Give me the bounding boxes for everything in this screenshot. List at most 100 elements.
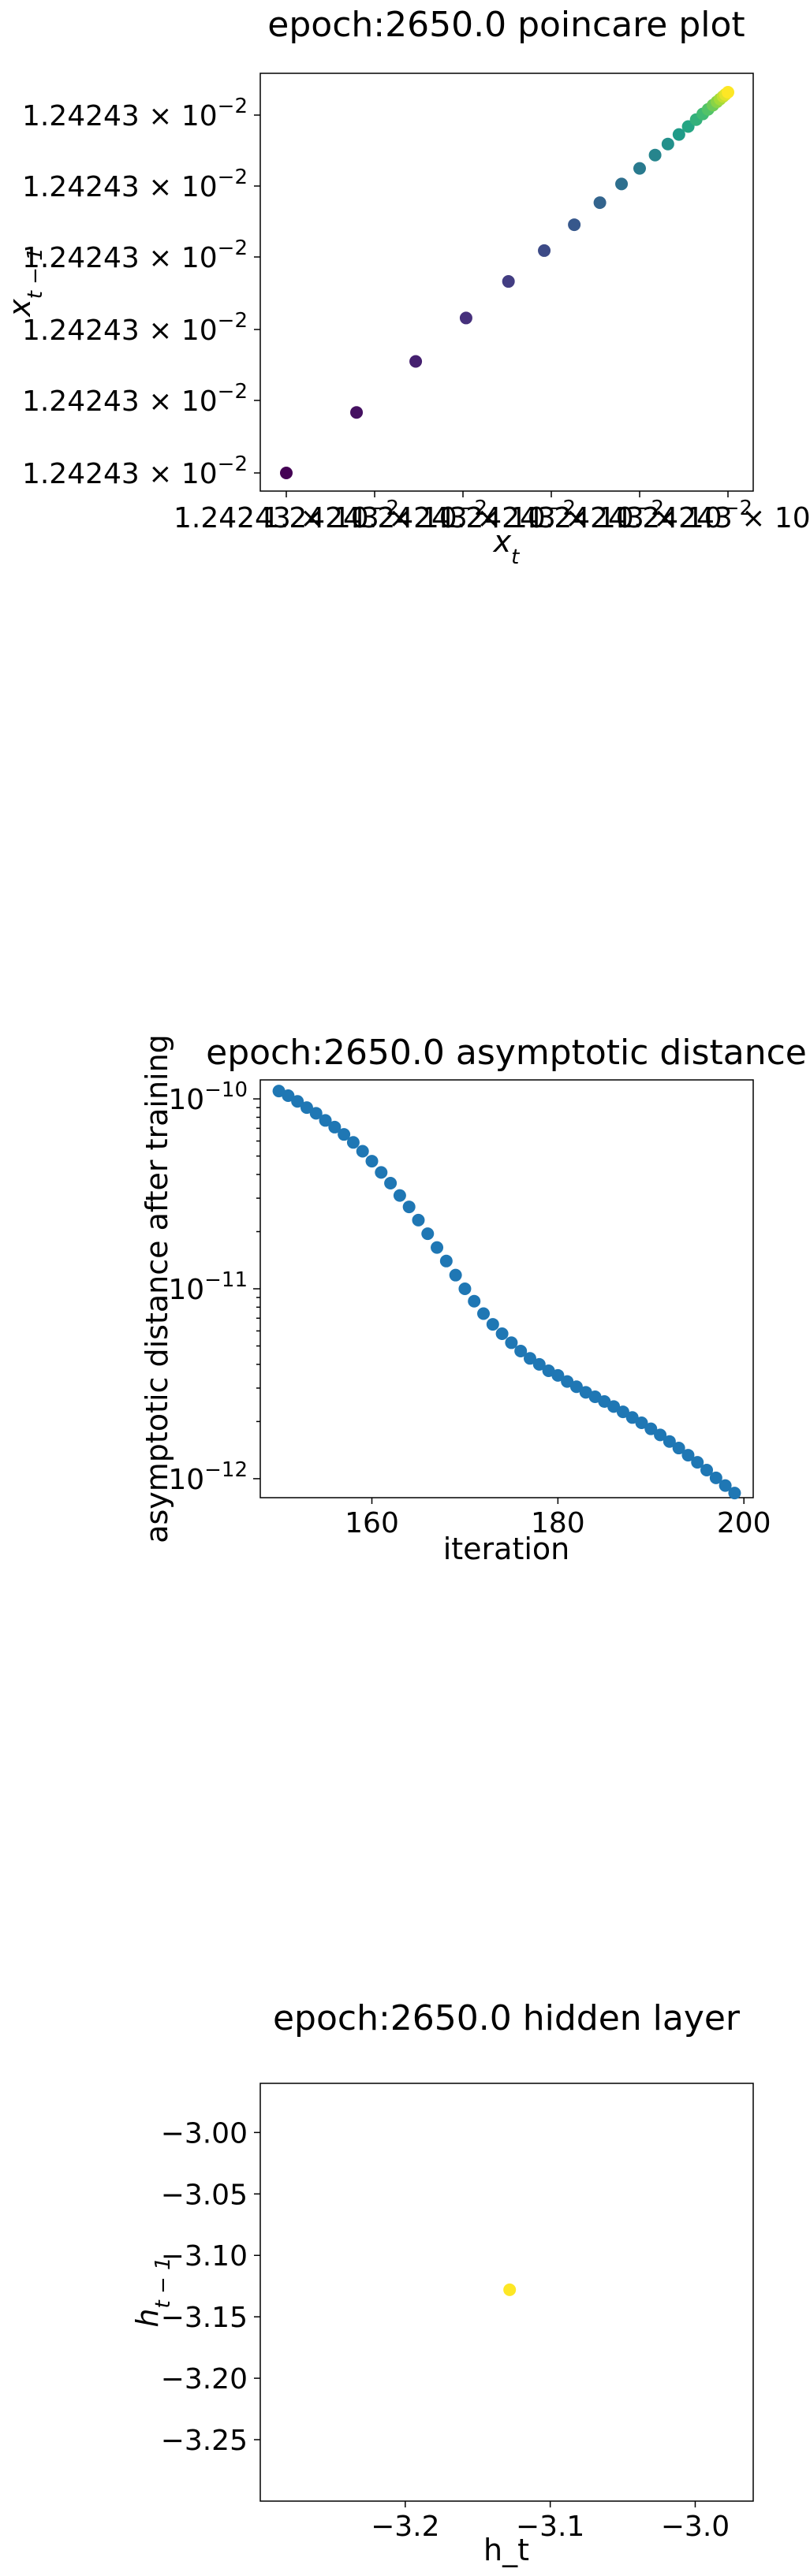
x-tick-label: 1.24243 × 10−2 bbox=[174, 497, 399, 534]
data-point bbox=[709, 1471, 722, 1484]
y-tick-label: −3.25 bbox=[161, 2425, 248, 2457]
y-axis: −3.00 −3.05 −3.10 −3.15 −3.20 −3.25 bbox=[161, 2117, 260, 2457]
data-point bbox=[300, 1101, 313, 1115]
data-point bbox=[280, 467, 293, 479]
data-point bbox=[282, 1089, 295, 1102]
data-point bbox=[593, 196, 607, 210]
y-tick-label: 1.24243 × 10−2 bbox=[22, 236, 248, 274]
data-points bbox=[503, 2283, 517, 2296]
data-point bbox=[538, 244, 551, 257]
y-axis: 10−10 10−11 10−12 bbox=[168, 1078, 260, 1496]
data-point bbox=[503, 2283, 517, 2296]
data-point bbox=[644, 1422, 658, 1435]
y-tick-label: −3.10 bbox=[161, 2240, 248, 2273]
data-point bbox=[700, 1463, 714, 1476]
data-point bbox=[568, 218, 581, 232]
data-point bbox=[412, 1213, 425, 1227]
y-tick-label: 1.24243 × 10−2 bbox=[22, 166, 248, 203]
data-point bbox=[421, 1227, 435, 1241]
data-point bbox=[551, 1368, 565, 1382]
data-point bbox=[691, 1456, 704, 1469]
y-tick-label: 1.24243 × 10−2 bbox=[22, 309, 248, 347]
data-point bbox=[384, 1176, 398, 1189]
data-point bbox=[505, 1336, 518, 1349]
data-point bbox=[449, 1268, 462, 1282]
data-point bbox=[514, 1344, 528, 1357]
data-point bbox=[402, 1201, 416, 1214]
x-tick-label: −3.0 bbox=[661, 2511, 730, 2543]
y-axis-label: xt − 1 bbox=[2, 248, 47, 318]
y-tick-label: 1.24243 × 10−2 bbox=[22, 95, 248, 132]
data-point bbox=[393, 1189, 406, 1202]
x-axis-label: iteration bbox=[443, 1532, 570, 1566]
data-point bbox=[722, 86, 734, 99]
y-tick-label: 1.24243 × 10−2 bbox=[22, 452, 248, 490]
data-point bbox=[309, 1107, 323, 1120]
y-tick-label: 1.24243 × 10−2 bbox=[22, 380, 248, 418]
y-tick-label: 10−11 bbox=[168, 1268, 248, 1306]
x-tick-label: 1.24243 × 10−2 bbox=[350, 497, 576, 534]
data-point bbox=[598, 1394, 611, 1408]
y-tick-label: −3.15 bbox=[161, 2302, 248, 2334]
x-tick-label: 200 bbox=[717, 1507, 771, 1539]
data-point bbox=[272, 1085, 286, 1098]
plot-frame bbox=[259, 73, 754, 492]
data-point bbox=[458, 1282, 472, 1295]
data-point bbox=[625, 1411, 639, 1424]
data-point bbox=[375, 1166, 388, 1179]
chart-title: epoch:2650.0 asymptotic distance bbox=[206, 1033, 807, 1073]
data-point bbox=[661, 137, 674, 151]
data-point bbox=[588, 1390, 602, 1403]
chart-title: epoch:2650.0 poincare plot bbox=[267, 5, 745, 45]
data-point bbox=[365, 1155, 379, 1168]
chart-title: epoch:2650.0 hidden layer bbox=[273, 1998, 741, 2038]
data-point bbox=[431, 1241, 444, 1254]
data-point bbox=[672, 1442, 685, 1455]
data-point bbox=[648, 148, 662, 162]
x-axis-label: h_t bbox=[483, 2533, 529, 2567]
data-points bbox=[272, 1085, 741, 1500]
plot-frame bbox=[259, 1079, 754, 1498]
data-point bbox=[532, 1357, 546, 1371]
x-tick-label: 1.24243 × 10−2 bbox=[439, 497, 664, 534]
data-point bbox=[477, 1307, 491, 1320]
x-axis: −3.2 −3.1 −3.0 bbox=[371, 2501, 730, 2543]
data-point bbox=[615, 177, 629, 191]
x-tick-label: −3.2 bbox=[371, 2511, 439, 2543]
data-point bbox=[616, 1405, 629, 1419]
x-axis: 1.24243 × 10−21.24243 × 10−21.24243 × 10… bbox=[174, 491, 810, 534]
data-point bbox=[346, 1136, 360, 1149]
data-point bbox=[468, 1294, 481, 1308]
data-point bbox=[319, 1114, 332, 1127]
plot-frame bbox=[259, 2083, 754, 2502]
x-tick-label: 160 bbox=[345, 1507, 399, 1539]
data-point bbox=[523, 1352, 536, 1365]
data-point bbox=[719, 1479, 732, 1492]
data-points bbox=[280, 86, 734, 479]
data-point bbox=[291, 1095, 304, 1108]
data-point bbox=[338, 1128, 351, 1141]
x-tick-label: 180 bbox=[531, 1507, 585, 1539]
data-point bbox=[728, 1487, 741, 1500]
y-tick-label: 10−12 bbox=[168, 1458, 248, 1496]
data-point bbox=[409, 355, 423, 368]
data-point bbox=[635, 1416, 648, 1429]
poincare-chart: epoch:2650.0 poincare plot 1.24243 × 10−… bbox=[2, 5, 810, 569]
asymptotic-distance-chart: epoch:2650.0 asymptotic distance 10−1010… bbox=[140, 1033, 807, 1566]
x-tick-label: 1.24243 × 10−2 bbox=[262, 497, 487, 534]
data-point bbox=[459, 311, 472, 325]
data-point bbox=[486, 1318, 499, 1331]
data-point bbox=[356, 1145, 369, 1158]
data-point bbox=[663, 1435, 676, 1448]
data-point bbox=[439, 1254, 453, 1268]
y-tick-label: 10−10 bbox=[168, 1078, 248, 1116]
data-point bbox=[633, 162, 646, 175]
x-axis: 160 180 200 bbox=[345, 1498, 771, 1539]
data-point bbox=[561, 1375, 574, 1388]
x-tick-label: 1.24243 × 10−2 bbox=[615, 497, 810, 534]
data-point bbox=[328, 1120, 342, 1134]
y-axis: 1.24243 × 10−2 1.24243 × 10−2 1.24243 × 10… bbox=[22, 95, 260, 490]
hidden-layer-chart: epoch:2650.0 hidden layer −3.00 −3.05 −3.1… bbox=[130, 1998, 754, 2567]
data-point bbox=[672, 128, 685, 141]
data-point bbox=[607, 1400, 621, 1413]
